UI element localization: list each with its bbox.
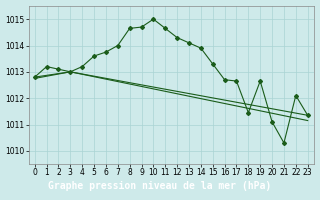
Text: Graphe pression niveau de la mer (hPa): Graphe pression niveau de la mer (hPa)	[48, 181, 272, 191]
